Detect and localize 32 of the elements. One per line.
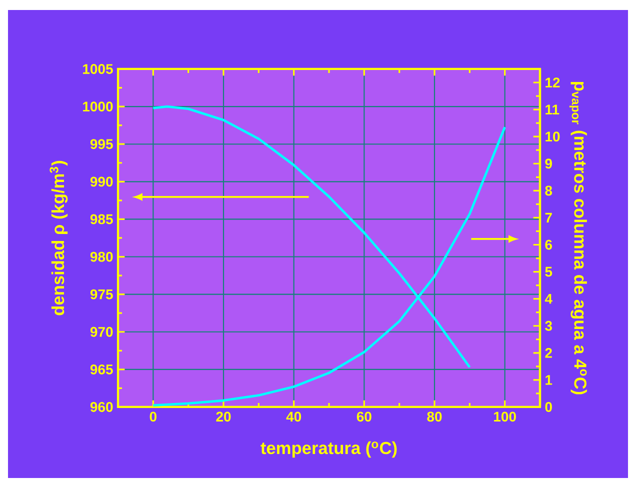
y-tick-label: 975: [90, 289, 113, 300]
y2-tick-label: 2: [545, 348, 552, 358]
x-tick-label: 40: [286, 412, 302, 422]
y-tick-label: 990: [90, 176, 113, 187]
y2-tick-label: 10: [546, 132, 560, 142]
y2-tick-label: 1: [546, 375, 552, 385]
y-axis-title: densidad ρ (kg/m$^{3}$): [50, 160, 68, 316]
y2-tick-label: 5: [545, 266, 552, 277]
y-tick-label: 965: [90, 364, 113, 374]
y2-tick-label: 12: [546, 78, 560, 88]
x-tick-label: 0: [150, 412, 156, 422]
y2-tick-label: 0: [545, 402, 552, 412]
x-tick-label: 80: [427, 412, 442, 422]
y-tick-label: 995: [90, 139, 113, 150]
x-axis-title: temperatura ($^{o}$C): [260, 441, 397, 458]
x-tick-label: 60: [356, 412, 372, 422]
y2-tick-label: 8: [545, 186, 552, 196]
y-tick-label: 1005: [83, 64, 113, 74]
y2-tick-label: 3: [545, 320, 552, 331]
y-tick-label: 970: [90, 326, 113, 337]
y2-tick-label: 4: [544, 294, 552, 304]
y2-tick-label: 9: [545, 158, 552, 169]
y2-tick-label: 11: [546, 104, 560, 114]
x-tick-label: 100: [494, 412, 516, 422]
y-tick-label: 980: [90, 252, 113, 262]
y2-tick-label: 7: [545, 212, 552, 223]
y-tick-label: 960: [90, 402, 113, 412]
y2-tick-label: 6: [545, 240, 552, 250]
y2-axis-title: p$_{vapor}$ (metros columna de agua a 4$^{o}$C): [569, 82, 587, 394]
x-tick-label: 20: [216, 412, 231, 422]
y-tick-label: 1000: [83, 102, 113, 112]
y-tick-label: 985: [90, 214, 113, 224]
